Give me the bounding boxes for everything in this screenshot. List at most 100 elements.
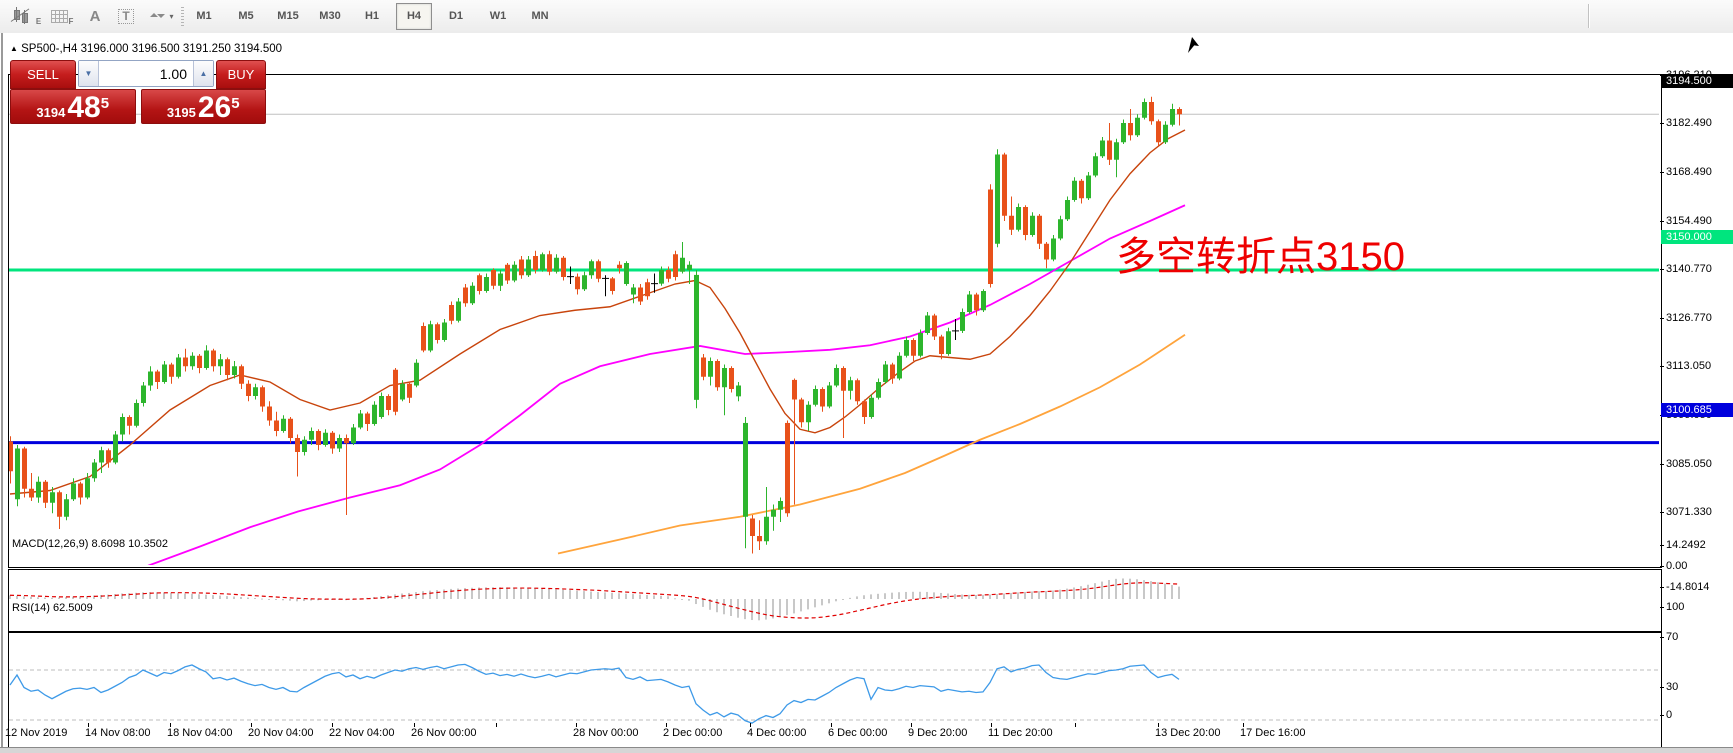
macd-axis-label: 0.00 — [1666, 560, 1688, 572]
time-axis-tick — [750, 723, 751, 727]
price-axis-tick — [1660, 318, 1664, 320]
tab-timeframe-m5[interactable]: M5 — [238, 10, 254, 22]
chart-window: ▲ SP500-,H4 3196.000 3196.500 3191.250 3… — [0, 33, 1733, 753]
chinese-annotation: 多空转折点3150 — [1116, 235, 1405, 279]
sell-button[interactable]: SELL — [10, 60, 76, 89]
candles-glyph — [10, 7, 35, 25]
ea-candles-icon[interactable]: E — [6, 3, 46, 29]
price-axis-label: 3140.770 — [1666, 263, 1712, 276]
price-badge: 3100.685 — [1661, 402, 1733, 417]
buy-price-prefix: 3195 — [166, 105, 196, 120]
letter-a-glyph: A — [89, 7, 101, 25]
time-axis-tick — [1158, 723, 1159, 727]
volume-decrease-button[interactable]: ▼ — [79, 61, 99, 86]
time-axis-tick — [831, 723, 832, 727]
macd-axis-tick — [1660, 545, 1664, 547]
volume-input[interactable] — [99, 61, 193, 86]
rsi-axis-tick — [1660, 637, 1664, 638]
time-axis-label: 11 Dec 20:00 — [988, 727, 1053, 739]
buy-price-big: 26 — [197, 91, 232, 124]
tab-timeframe-w1[interactable]: W1 — [489, 10, 507, 22]
rsi-label: RSI(14) 62.5009 — [12, 602, 93, 614]
time-axis-tick — [251, 723, 252, 727]
time-axis-tick — [8, 723, 9, 727]
tab-timeframe-d1[interactable]: D1 — [448, 10, 464, 22]
timeframe-bar: M1 M5 M15 M30 H1 H4 D1 W1 MN — [186, 3, 558, 30]
time-axis-label: 17 Dec 16:00 — [1240, 727, 1306, 739]
time-axis-tick — [1075, 723, 1076, 727]
buy-button[interactable]: BUY — [216, 60, 266, 89]
macd-indicator-pane[interactable] — [8, 569, 1662, 632]
rsi-axis-label: 30 — [1666, 681, 1679, 693]
time-axis-label: 14 Nov 08:00 — [85, 727, 151, 739]
price-axis-label: 3168.490 — [1666, 166, 1712, 179]
letter-t-glyph: T — [118, 8, 134, 24]
dropdown-caret-icon: ▾ — [169, 11, 174, 21]
tab-timeframe-m1[interactable]: M1 — [196, 10, 212, 22]
direction-up-icon: ▲ — [10, 44, 18, 53]
rsi-axis-tick — [1660, 715, 1664, 716]
buy-price-display[interactable]: 3195 26 5 — [140, 89, 266, 124]
time-axis-tick — [576, 723, 577, 727]
time-axis-label: 28 Nov 00:00 — [573, 727, 639, 739]
price-axis-label: 3182.490 — [1666, 117, 1712, 130]
time-axis-tick — [991, 723, 992, 727]
price-axis-tick — [1660, 123, 1664, 125]
time-axis-label: 18 Nov 04:00 — [167, 727, 233, 739]
time-axis-tick — [332, 723, 333, 727]
rsi-axis-tick — [1660, 607, 1664, 608]
cycle-arrows-icon[interactable]: ▾ — [144, 3, 180, 29]
macd-label: MACD(12,26,9) 8.6098 10.3502 — [12, 538, 168, 550]
time-axis-tick — [88, 723, 89, 727]
tab-timeframe-m15[interactable]: M15 — [277, 10, 299, 22]
text-box-icon[interactable]: T — [112, 3, 140, 29]
chart-ohlc-title: ▲ SP500-,H4 3196.000 3196.500 3191.250 3… — [7, 43, 286, 55]
price-axis-tick — [1660, 512, 1664, 514]
price-axis-tick — [1660, 366, 1664, 368]
macd-axis-tick — [1660, 587, 1664, 589]
sell-price-display[interactable]: 3194 48 5 — [10, 89, 136, 124]
macd-canvas — [9, 578, 1180, 621]
sell-price-prefix: 3194 — [36, 105, 66, 120]
macd-axis-tick — [1660, 566, 1664, 567]
time-axis-label: 26 Nov 00:00 — [411, 727, 477, 739]
main-price-chart[interactable] — [8, 74, 1662, 568]
sell-price-sup: 5 — [100, 95, 110, 112]
grid-glyph — [50, 9, 68, 23]
macd-axis-label: 14.2492 — [1666, 539, 1706, 552]
window-bottom-edge — [0, 747, 1733, 753]
price-axis-tick — [1660, 221, 1664, 223]
price-badge: 3194.500 — [1661, 74, 1733, 89]
text-label-icon[interactable]: A — [82, 3, 108, 29]
tab-timeframe-m30[interactable]: M30 — [319, 10, 341, 22]
price-axis-tick — [1660, 464, 1664, 466]
arrows-glyph — [150, 9, 166, 23]
price-chart-canvas — [8, 96, 1659, 567]
toolbar-drag-handle[interactable] — [181, 6, 184, 26]
time-axis-tick — [170, 723, 171, 727]
tab-timeframe-h4[interactable]: H4 — [396, 3, 432, 30]
one-click-trade-panel: SELL ▼ ▲ BUY 3194 48 5 3195 26 5 — [10, 60, 266, 124]
time-axis-tick — [496, 723, 497, 727]
tab-timeframe-mn[interactable]: MN — [531, 10, 549, 22]
time-axis-label: 6 Dec 00:00 — [828, 727, 888, 739]
rsi-axis-label: 0 — [1666, 709, 1673, 721]
volume-stepper: ▼ ▲ — [78, 60, 214, 87]
tab-timeframe-h1[interactable]: H1 — [364, 10, 380, 22]
time-axis-label: 13 Dec 20:00 — [1155, 727, 1221, 739]
grid-icon[interactable]: F — [46, 3, 78, 29]
mouse-cursor-icon — [1188, 37, 1199, 53]
rsi-axis-tick — [1660, 687, 1664, 688]
macd-axis-label: -14.8014 — [1666, 581, 1710, 594]
price-axis-label: 3154.490 — [1666, 215, 1712, 228]
buy-price-sup: 5 — [231, 95, 240, 112]
price-axis-tick — [1660, 269, 1664, 271]
rsi-canvas — [9, 663, 1659, 724]
toolbar: E F A T ▾ M1 M5 M15 M30 H1 H4 D1 W1 MN — [0, 0, 1733, 34]
rsi-indicator-pane[interactable] — [8, 632, 1662, 753]
price-axis-label: 3071.330 — [1666, 506, 1712, 519]
time-axis-tick — [414, 723, 415, 727]
price-badge: 3150.000 — [1661, 230, 1733, 244]
volume-increase-button[interactable]: ▲ — [193, 61, 213, 86]
